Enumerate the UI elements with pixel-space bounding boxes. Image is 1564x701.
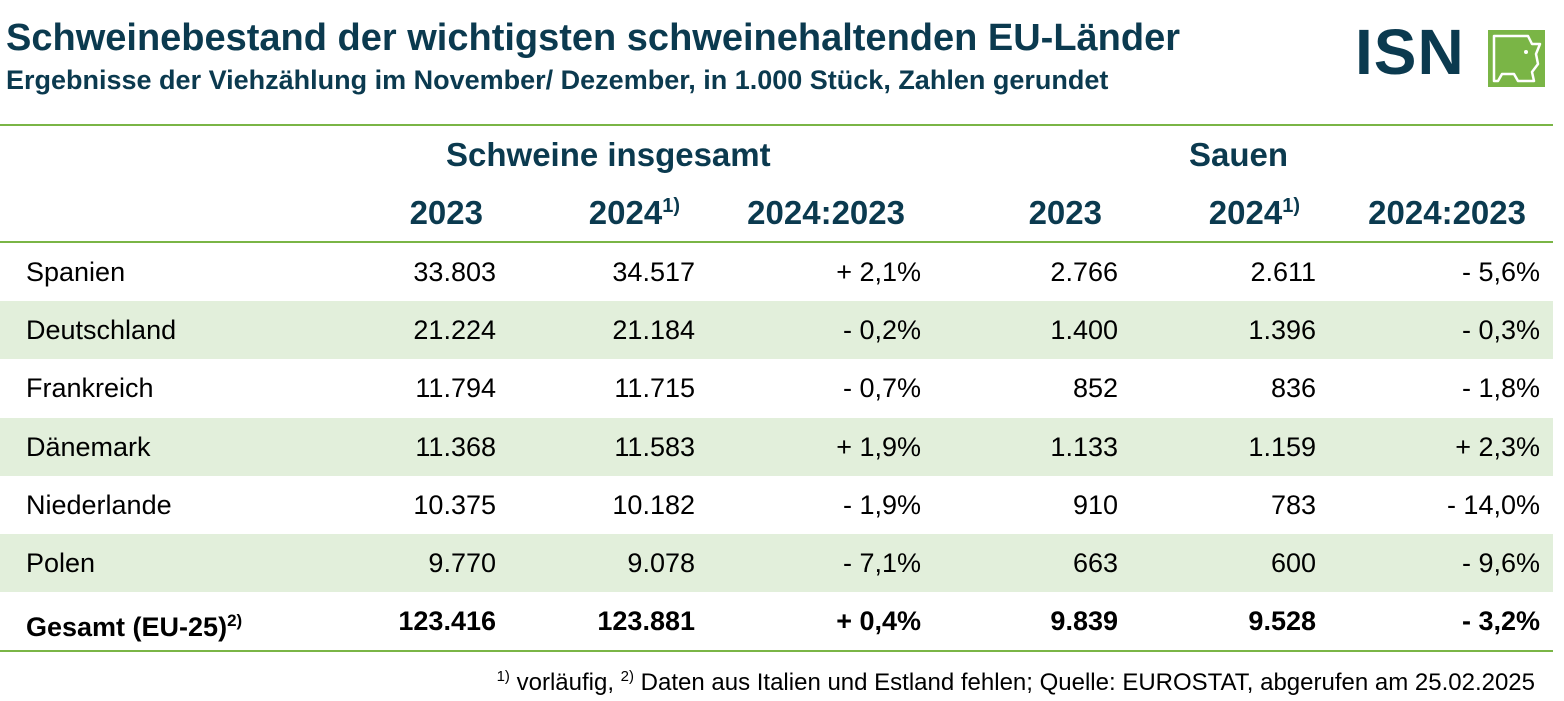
col-header-sows-2023: 2023 [1028, 194, 1102, 231]
pig-head-icon [1488, 30, 1545, 87]
page-title: Schweinebestand der wichtigsten schweine… [6, 17, 1181, 59]
sows-change-value: + 2,3% [1455, 432, 1540, 462]
sows-2024-value: 2.611 [1250, 257, 1316, 287]
pigs-change-value: - 0,7% [842, 373, 921, 403]
pigs-2024-value: 11.715 [614, 373, 695, 403]
header-rule [0, 241, 1553, 243]
sows-2023-value: 910 [1072, 490, 1118, 520]
sows-change-value: - 9,6% [1461, 548, 1540, 578]
sows-2024-value: 783 [1270, 490, 1316, 520]
pigs-2023-value: 9.770 [428, 548, 496, 578]
sows-2024-value: 600 [1270, 548, 1316, 578]
pigs-change-value: - 0,2% [842, 315, 921, 345]
table-row: Spanien 33.803 34.517 + 2,1% 2.766 2.611… [0, 243, 1553, 301]
page-subtitle: Ergebnisse der Viehzählung im November/ … [6, 65, 1109, 95]
total-sows-2023-value: 9.839 [1050, 606, 1118, 636]
sows-2023-value: 663 [1072, 548, 1118, 578]
sows-change-value: - 14,0% [1446, 490, 1540, 520]
table-row: Niederlande 10.375 10.182 - 1,9% 910 783… [0, 476, 1553, 534]
table-row: Deutschland 21.224 21.184 - 0,2% 1.400 1… [0, 301, 1553, 359]
pigs-2024-value: 9.078 [627, 548, 695, 578]
pigs-2023-value: 21.224 [413, 315, 496, 345]
table-total-row: Gesamt (EU-25)2) 123.416 123.881 + 0,4% … [0, 592, 1553, 650]
pigs-change-value: + 1,9% [836, 432, 921, 462]
total-label: Gesamt (EU-25)2) [26, 611, 243, 642]
country-name: Frankreich [26, 373, 154, 403]
country-name: Dänemark [26, 432, 151, 462]
group-header-sows: Sauen [1189, 136, 1289, 173]
col-header-sows-2024: 20241) [1208, 194, 1300, 231]
sows-2023-value: 1.400 [1050, 315, 1118, 345]
isn-logo: ISN [1355, 20, 1545, 88]
pigs-2023-value: 11.368 [415, 432, 496, 462]
country-name: Niederlande [26, 490, 172, 520]
pigs-change-value: + 2,1% [836, 257, 921, 287]
total-pigs-change-value: + 0,4% [836, 606, 921, 636]
col-header-pigs-change: 2024:2023 [747, 194, 905, 231]
country-name: Deutschland [26, 315, 177, 345]
footnote: 1) vorläufig, 2) Daten aus Italien und E… [496, 668, 1535, 696]
sows-2023-value: 2.766 [1050, 257, 1118, 287]
pigs-2024-value: 10.182 [612, 490, 695, 520]
sows-2023-value: 852 [1072, 373, 1118, 403]
sows-2024-value: 1.159 [1248, 432, 1316, 462]
col-header-pigs-2024: 20241) [588, 194, 680, 231]
sows-2024-value: 836 [1270, 373, 1316, 403]
sows-change-value: - 1,8% [1461, 373, 1540, 403]
sows-2024-value: 1.396 [1248, 315, 1316, 345]
pigs-change-value: - 1,9% [842, 490, 921, 520]
pigs-2023-value: 10.375 [413, 490, 496, 520]
sows-2023-value: 1.133 [1050, 432, 1118, 462]
top-rule [0, 124, 1553, 126]
col-header-sows-change: 2024:2023 [1368, 194, 1526, 231]
table-row: Polen 9.770 9.078 - 7,1% 663 600 - 9,6% [0, 534, 1553, 592]
total-pigs-2023-value: 123.416 [398, 606, 496, 636]
group-header-all-pigs: Schweine insgesamt [446, 136, 771, 173]
col-header-pigs-2023: 2023 [409, 194, 483, 231]
total-sows-2024-value: 9.528 [1248, 606, 1316, 636]
pigs-2023-value: 11.794 [415, 373, 496, 403]
pigs-change-value: - 7,1% [842, 548, 921, 578]
sows-change-value: - 5,6% [1461, 257, 1540, 287]
pigs-2024-value: 21.184 [612, 315, 695, 345]
logo-text: ISN [1355, 16, 1465, 88]
bottom-rule [0, 650, 1553, 652]
country-name: Polen [26, 548, 96, 578]
pigs-2023-value: 33.803 [413, 257, 496, 287]
sows-change-value: - 0,3% [1461, 315, 1540, 345]
pigs-2024-value: 11.583 [614, 432, 695, 462]
table-row: Frankreich 11.794 11.715 - 0,7% 852 836 … [0, 359, 1553, 417]
total-pigs-2024-value: 123.881 [597, 606, 695, 636]
table-row: Dänemark 11.368 11.583 + 1,9% 1.133 1.15… [0, 418, 1553, 476]
country-name: Spanien [26, 257, 126, 287]
total-sows-change-value: - 3,2% [1461, 606, 1540, 636]
pigs-2024-value: 34.517 [612, 257, 695, 287]
